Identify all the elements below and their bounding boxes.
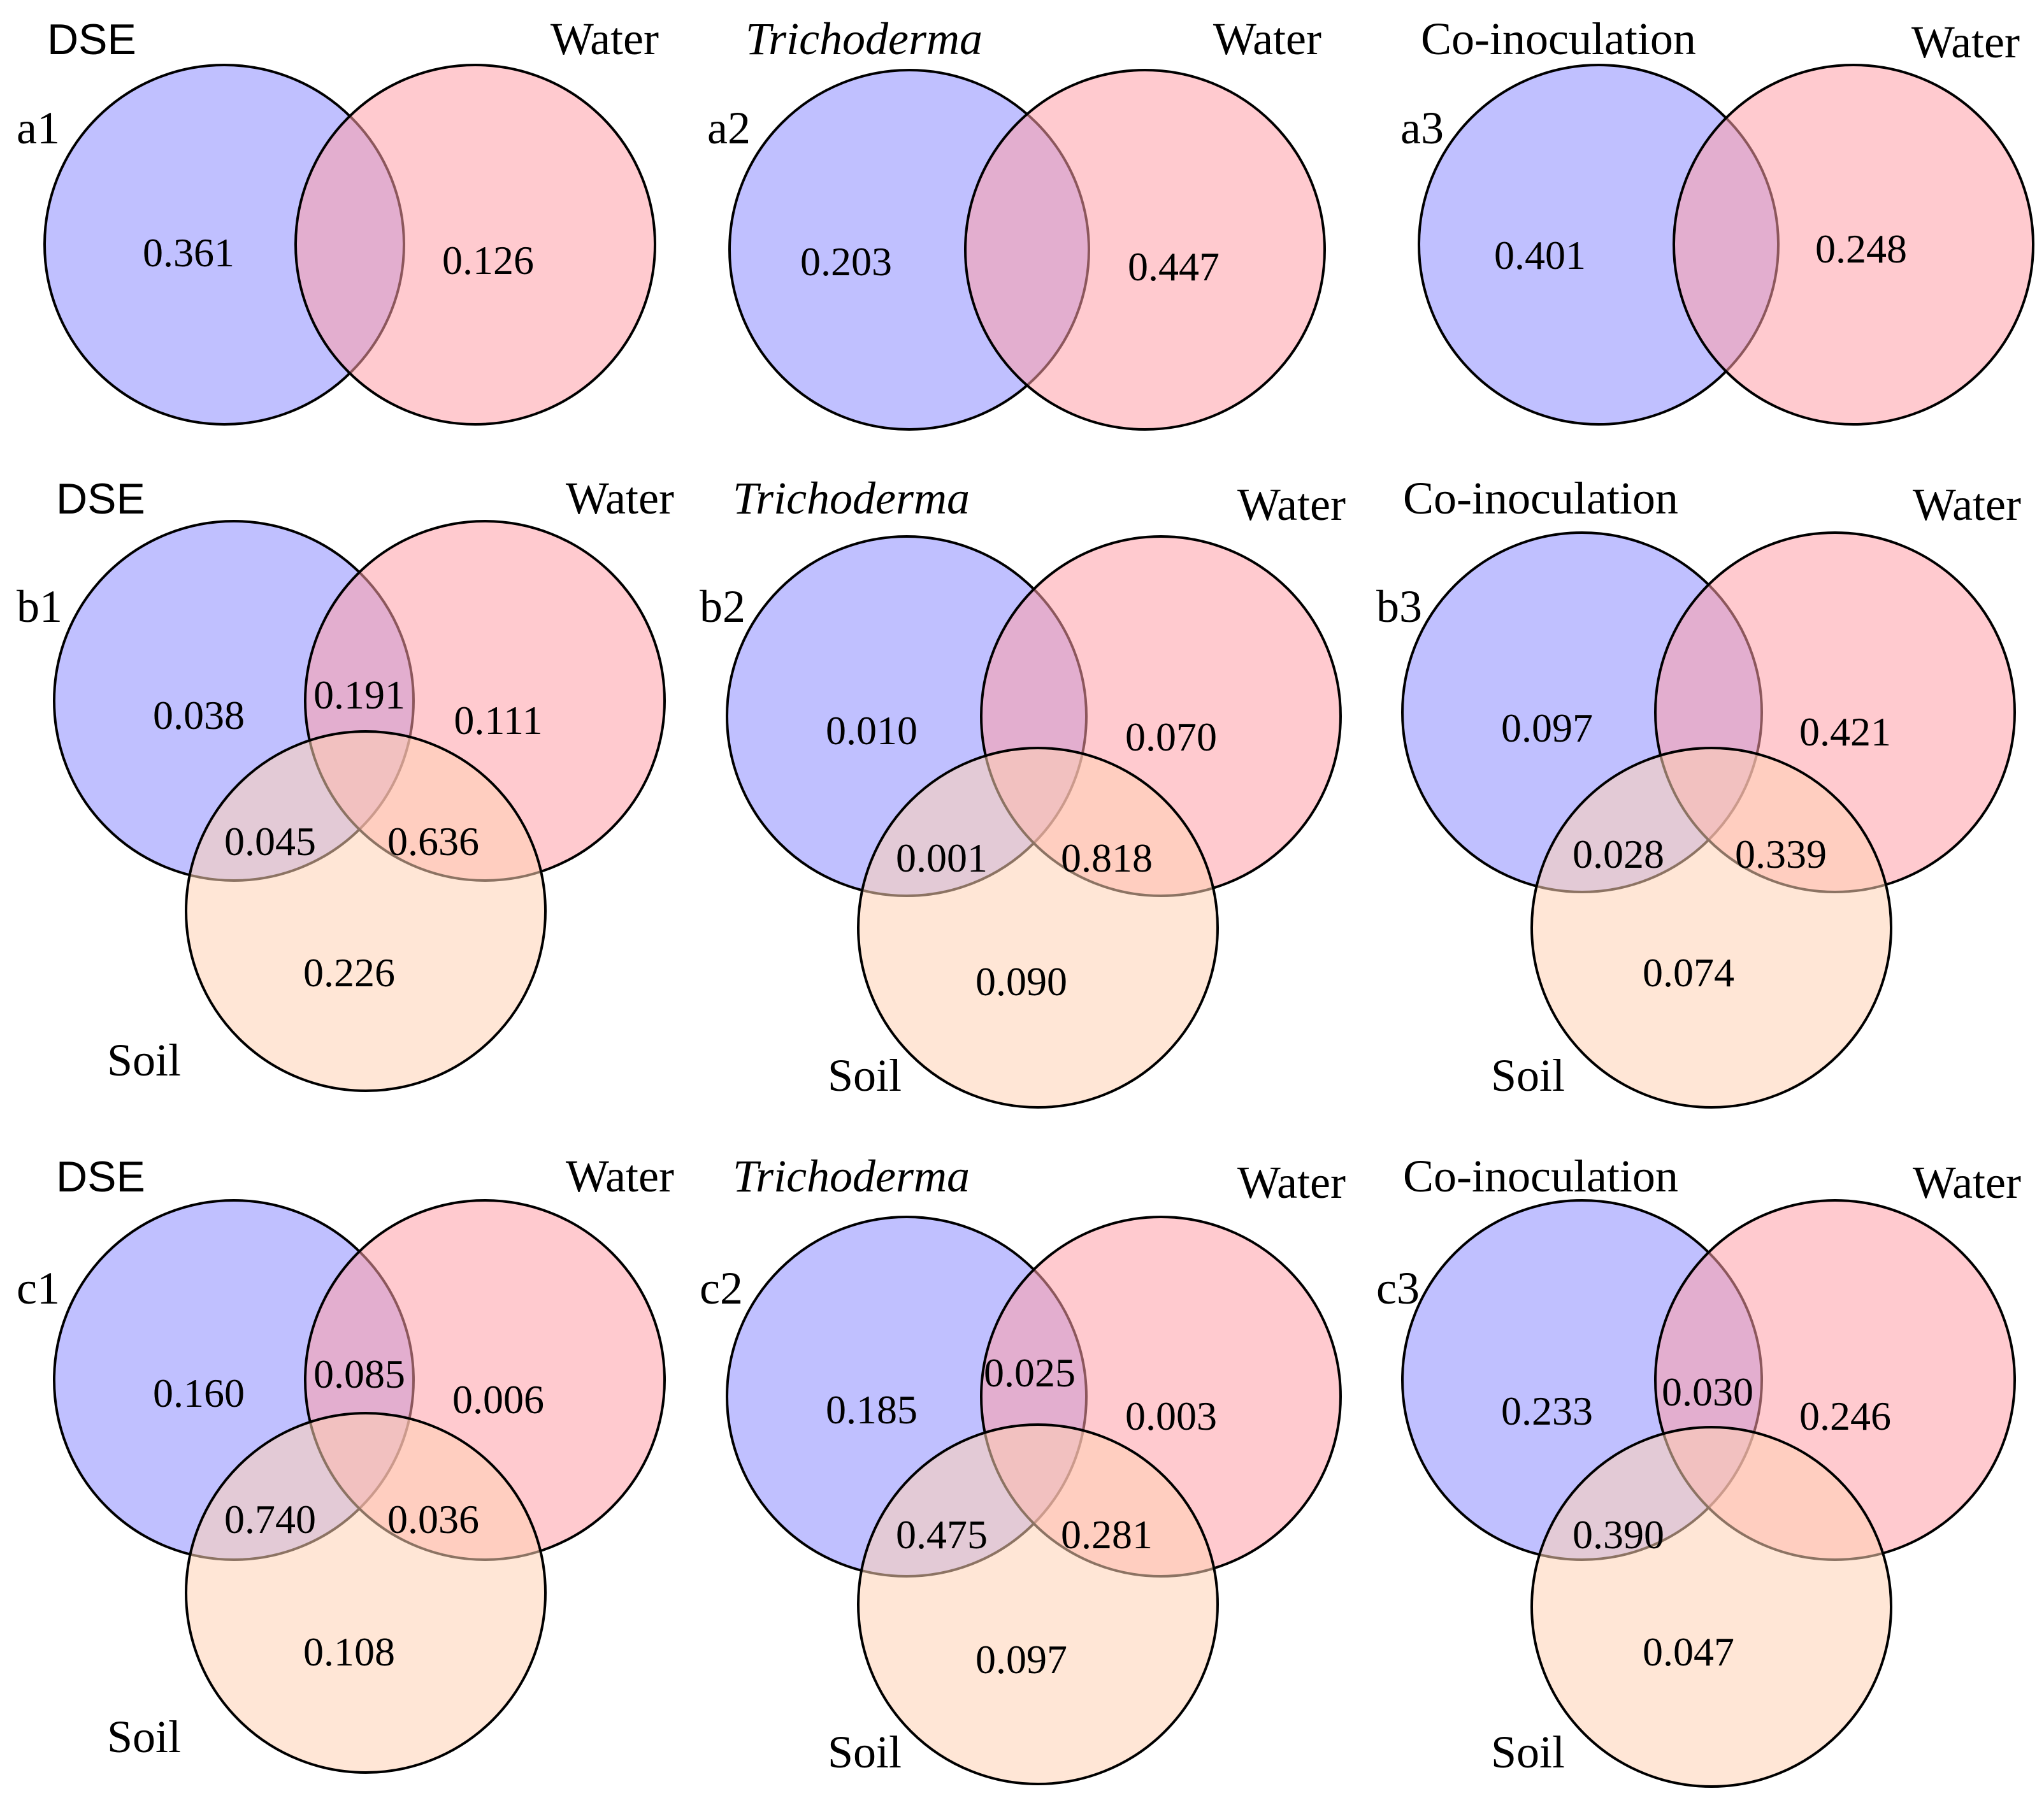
water-label: Water bbox=[1237, 1157, 1346, 1208]
value-treatment-water: 0.085 bbox=[313, 1351, 405, 1397]
value-water-soil: 0.818 bbox=[1061, 835, 1153, 881]
venn-panel-a3: Co-inoculation Water a3 0.401 0.248 bbox=[1400, 13, 2034, 426]
value-treatment-only: 0.097 bbox=[1501, 705, 1593, 751]
treatment-label: DSE bbox=[56, 1153, 145, 1201]
value-water-only: 0.070 bbox=[1125, 714, 1217, 759]
value-water-soil: 0.339 bbox=[1735, 831, 1827, 877]
value-soil-only: 0.108 bbox=[303, 1629, 395, 1674]
treatment-label: Co-inoculation bbox=[1403, 473, 1678, 524]
value-soil-only: 0.047 bbox=[1643, 1629, 1734, 1674]
water-label: Water bbox=[1213, 13, 1321, 64]
value-water-only: 0.246 bbox=[1799, 1393, 1891, 1439]
value-water-only: 0.126 bbox=[442, 238, 534, 283]
panel-label: b2 bbox=[700, 581, 745, 632]
panel-label: c2 bbox=[700, 1263, 743, 1314]
value-treatment-only: 0.185 bbox=[826, 1387, 918, 1432]
water-label: Water bbox=[566, 473, 674, 524]
venn-panel-b3: Co-inoculation Water Soil b3 0.097 0.421 0.028… bbox=[1376, 473, 2021, 1109]
value-treatment-only: 0.203 bbox=[800, 239, 892, 284]
panel-label: a1 bbox=[17, 103, 60, 154]
water-label: Water bbox=[1911, 17, 2020, 68]
venn-panel-c2: Trichoderma Water Soil c2 0.185 0.025 0.003 0.4… bbox=[700, 1151, 1346, 1785]
water-label: Water bbox=[1237, 479, 1346, 530]
panel-label: c3 bbox=[1376, 1263, 1420, 1314]
soil-label: Soil bbox=[828, 1727, 902, 1778]
value-soil-only: 0.090 bbox=[975, 959, 1067, 1004]
panel-label: a2 bbox=[707, 103, 751, 154]
value-water-soil: 0.636 bbox=[387, 819, 479, 864]
venn-panel-c1: DSE Water Soil c1 0.160 0.085 0.006 0.740 0.036 0… bbox=[17, 1151, 674, 1774]
value-water-only: 0.421 bbox=[1799, 709, 1891, 754]
value-treatment-soil: 0.740 bbox=[224, 1497, 316, 1542]
value-treatment-water: 0.025 bbox=[984, 1350, 1076, 1395]
treatment-label: DSE bbox=[47, 15, 136, 64]
value-soil-only: 0.074 bbox=[1643, 950, 1734, 995]
water-label: Water bbox=[566, 1151, 674, 1202]
soil-circle bbox=[185, 730, 547, 1092]
value-soil-only: 0.097 bbox=[975, 1637, 1067, 1682]
treatment-label: DSE bbox=[56, 475, 145, 523]
water-label: Water bbox=[1913, 1157, 2021, 1208]
value-water-soil: 0.281 bbox=[1061, 1512, 1153, 1557]
soil-label: Soil bbox=[107, 1711, 181, 1762]
value-water-only: 0.447 bbox=[1128, 244, 1220, 289]
panel-label: b3 bbox=[1376, 581, 1422, 632]
water-circle bbox=[294, 64, 656, 426]
value-treatment-only: 0.233 bbox=[1501, 1388, 1593, 1434]
value-treatment-soil: 0.028 bbox=[1573, 831, 1664, 877]
value-water-only: 0.003 bbox=[1125, 1393, 1217, 1439]
venn-panel-a2: Trichoderma Water a2 0.203 0.447 bbox=[707, 13, 1326, 431]
soil-label: Soil bbox=[107, 1035, 181, 1086]
value-treatment-soil: 0.390 bbox=[1573, 1512, 1664, 1557]
value-treatment-water: 0.030 bbox=[1662, 1369, 1753, 1414]
panel-label: a3 bbox=[1400, 103, 1444, 154]
value-treatment-water: 0.191 bbox=[313, 672, 405, 717]
value-treatment-soil: 0.001 bbox=[896, 835, 988, 881]
soil-label: Soil bbox=[1491, 1727, 1565, 1778]
value-water-only: 0.248 bbox=[1815, 226, 1907, 271]
soil-circle bbox=[185, 1412, 547, 1774]
treatment-label: Trichoderma bbox=[733, 1151, 970, 1202]
treatment-label: Co-inoculation bbox=[1403, 1151, 1678, 1202]
venn-panel-b2: Trichoderma Water Soil b2 0.010 0.070 0.001 0.8… bbox=[700, 473, 1346, 1109]
value-water-only: 0.111 bbox=[454, 698, 542, 743]
treatment-label: Trichoderma bbox=[745, 13, 982, 64]
value-water-soil: 0.036 bbox=[387, 1497, 479, 1542]
soil-circle bbox=[1530, 1426, 1892, 1788]
soil-circle bbox=[1530, 747, 1892, 1109]
water-circle bbox=[1673, 64, 2034, 426]
value-treatment-only: 0.160 bbox=[153, 1370, 245, 1416]
water-label: Water bbox=[551, 13, 659, 64]
value-treatment-soil: 0.045 bbox=[224, 819, 316, 864]
water-label: Water bbox=[1913, 479, 2021, 530]
panel-label: b1 bbox=[17, 581, 62, 632]
venn-panel-c3: Co-inoculation Water Soil c3 0.233 0.030 0.246… bbox=[1376, 1151, 2021, 1788]
value-treatment-only: 0.010 bbox=[826, 708, 918, 753]
water-circle bbox=[964, 69, 1326, 431]
treatment-label: Trichoderma bbox=[733, 473, 970, 524]
venn-panel-b1: DSE Water Soil b1 0.038 0.191 0.111 0.045 0.636 0… bbox=[17, 473, 674, 1092]
value-water-only: 0.006 bbox=[452, 1377, 544, 1422]
soil-label: Soil bbox=[1491, 1050, 1565, 1101]
panel-label: c1 bbox=[17, 1263, 60, 1314]
value-treatment-only: 0.361 bbox=[143, 230, 234, 275]
soil-circle bbox=[857, 747, 1219, 1109]
soil-circle bbox=[857, 1423, 1219, 1785]
treatment-label: Co-inoculation bbox=[1421, 13, 1696, 64]
value-treatment-only: 0.038 bbox=[153, 693, 245, 738]
soil-label: Soil bbox=[828, 1050, 902, 1101]
venn-panel-a1: DSE Water a1 0.361 0.126 bbox=[17, 13, 659, 426]
value-soil-only: 0.226 bbox=[303, 950, 395, 995]
value-treatment-only: 0.401 bbox=[1494, 233, 1586, 278]
value-treatment-soil: 0.475 bbox=[896, 1512, 988, 1557]
